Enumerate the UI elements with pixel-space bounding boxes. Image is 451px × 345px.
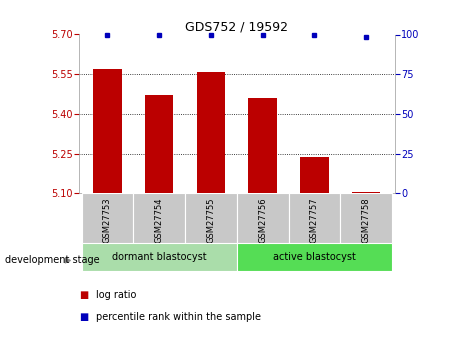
Text: GSM27758: GSM27758	[362, 197, 371, 243]
Bar	[93, 69, 122, 193]
Bar	[289, 193, 341, 243]
Bar	[133, 193, 185, 243]
Text: GSM27755: GSM27755	[207, 197, 216, 243]
Bar	[237, 193, 289, 243]
Title: GDS752 / 19592: GDS752 / 19592	[185, 20, 288, 33]
Text: GSM27756: GSM27756	[258, 197, 267, 243]
Bar	[185, 193, 237, 243]
Text: ■: ■	[79, 312, 88, 322]
Text: log ratio: log ratio	[96, 290, 137, 300]
Text: GSM27754: GSM27754	[155, 197, 164, 243]
Text: dormant blastocyst: dormant blastocyst	[112, 252, 207, 262]
Text: GSM27753: GSM27753	[103, 197, 112, 243]
Bar	[237, 243, 392, 271]
Bar	[249, 98, 277, 193]
Bar	[82, 243, 237, 271]
Bar	[341, 193, 392, 243]
Bar	[352, 192, 380, 193]
Text: ■: ■	[79, 290, 88, 300]
Bar	[197, 71, 225, 193]
Text: GSM27757: GSM27757	[310, 197, 319, 243]
Text: active blastocyst: active blastocyst	[273, 252, 356, 262]
Text: development stage: development stage	[5, 256, 99, 265]
Bar	[145, 95, 173, 193]
Bar	[300, 157, 329, 193]
Text: percentile rank within the sample: percentile rank within the sample	[96, 312, 261, 322]
Bar	[82, 193, 133, 243]
